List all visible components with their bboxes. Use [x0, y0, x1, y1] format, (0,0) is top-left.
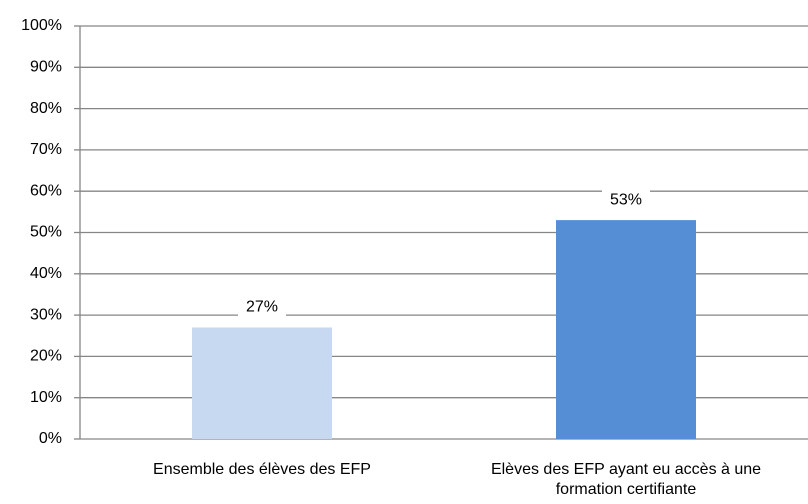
- y-tick-label: 40%: [30, 265, 62, 282]
- y-tick-label: 0%: [39, 430, 62, 447]
- data-label: 27%: [246, 299, 278, 316]
- x-tick-label: Ensemble des élèves des EFP: [153, 461, 371, 478]
- y-tick-label: 50%: [30, 224, 62, 241]
- bar: [192, 327, 332, 439]
- y-tick-label: 10%: [30, 389, 62, 406]
- y-tick-label: 80%: [30, 100, 62, 117]
- y-tick-label: 100%: [21, 17, 62, 34]
- data-label: 53%: [610, 191, 642, 208]
- y-tick-label: 30%: [30, 306, 62, 323]
- label-bg: [602, 190, 650, 211]
- x-tick-label: Elèves des EFP ayant eu accès à une form…: [490, 461, 762, 498]
- y-tick-label: 60%: [30, 182, 62, 199]
- y-tick-label: 70%: [30, 141, 62, 158]
- y-tick-label: 90%: [30, 59, 62, 76]
- y-tick-label: 20%: [30, 348, 62, 365]
- label-bg: [238, 297, 286, 318]
- bar: [556, 220, 696, 439]
